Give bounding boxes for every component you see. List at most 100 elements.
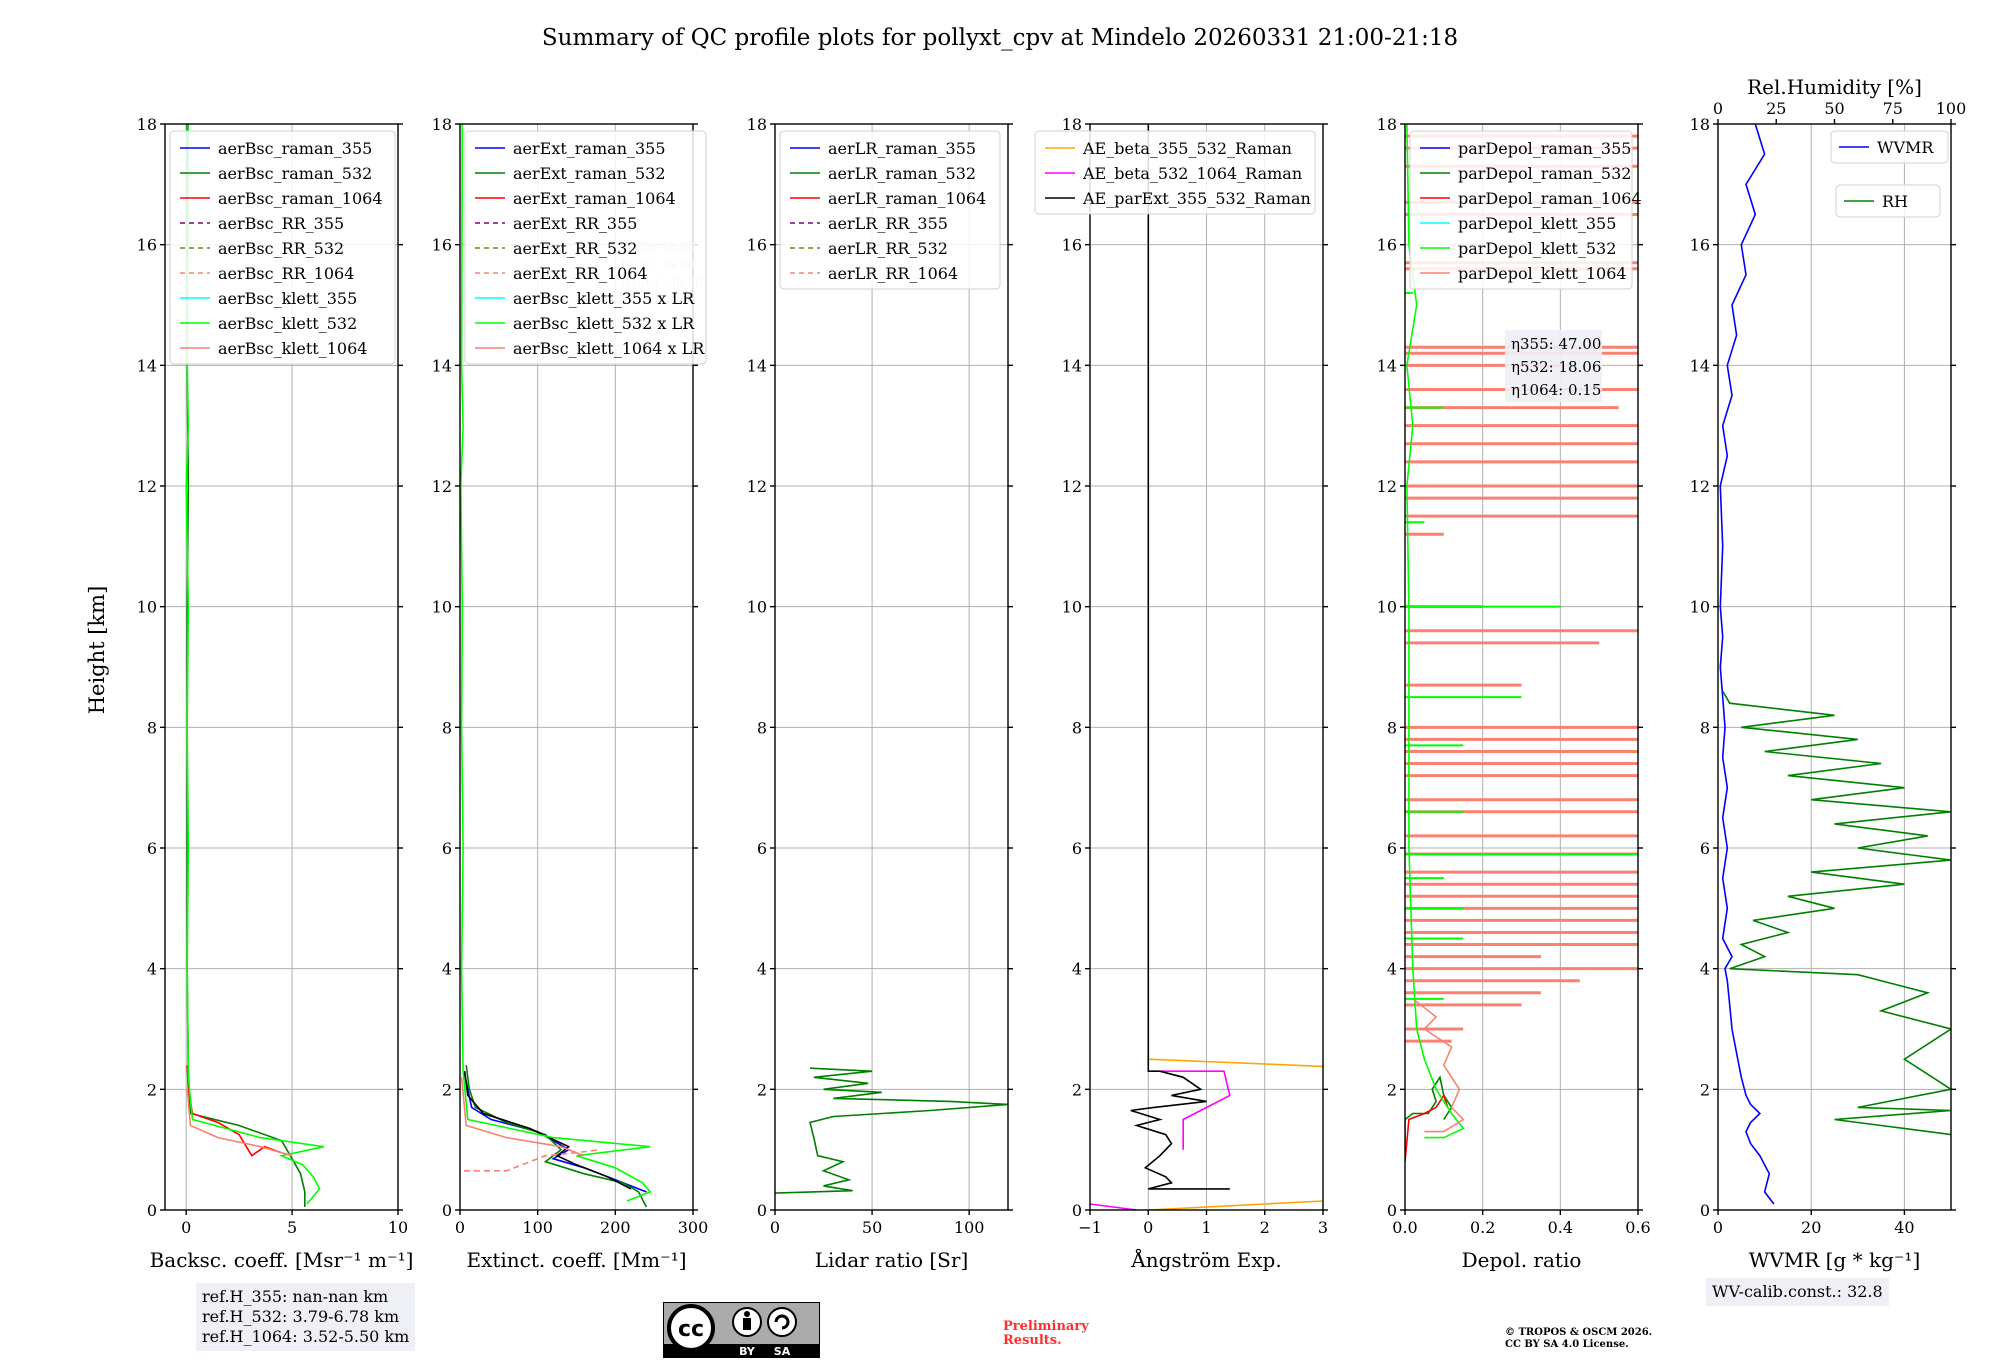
x-tick-label: 0.0 bbox=[1392, 1218, 1417, 1237]
legend-label: aerBsc_klett_532 x LR bbox=[513, 314, 695, 333]
series-aerlr-raman-532 bbox=[775, 1067, 1008, 1194]
legend-label: aerBsc_klett_355 bbox=[218, 289, 357, 308]
cc-label-sa: SA bbox=[774, 1345, 791, 1358]
y-tick-label: 10 bbox=[1690, 598, 1710, 617]
y-tick-label: 10 bbox=[1062, 598, 1082, 617]
axes-frame bbox=[1404, 123, 1639, 1211]
y-tick-label: 2 bbox=[757, 1080, 767, 1099]
x2-tick-label: 75 bbox=[1883, 99, 1903, 118]
cc-label-by: BY bbox=[739, 1345, 756, 1358]
y-tick-label: 12 bbox=[747, 477, 767, 496]
legend-label: aerBsc_raman_1064 bbox=[218, 189, 383, 208]
wv-calibration-box: WV-calib.const.: 32.8 bbox=[1706, 1278, 1889, 1306]
series-aerext-raman-1064 bbox=[463, 1071, 632, 1190]
legend-label: aerBsc_raman_532 bbox=[218, 164, 372, 183]
y-tick-label: 8 bbox=[1700, 718, 1710, 737]
legend-label: aerBsc_RR_355 bbox=[218, 214, 344, 233]
data-series-group bbox=[775, 1067, 1008, 1194]
series-pardepol-raman-1064 bbox=[1405, 1093, 1449, 1162]
axes-frame bbox=[774, 123, 1009, 1211]
y-tick-label: 10 bbox=[747, 598, 767, 617]
y-tick-label: 4 bbox=[147, 960, 157, 979]
legend-label: aerLR_RR_532 bbox=[828, 239, 948, 258]
eta-box bbox=[1505, 330, 1602, 402]
y-tick-label: 16 bbox=[1062, 236, 1082, 255]
legend-label: AE_beta_355_532_Raman bbox=[1082, 139, 1292, 158]
x-tick-label: −1 bbox=[1078, 1218, 1102, 1237]
data-series-group bbox=[1090, 124, 1323, 1210]
x-axis-label: Ångström Exp. bbox=[1130, 1247, 1281, 1272]
cc-by-sa-icon: cc BY SA bbox=[663, 1302, 820, 1358]
series-aerbsc-raman-1064 bbox=[186, 1065, 282, 1157]
panel-1: 0 2 4 6 8 10 12 14 16 18 0 5 10 Backsc. coeff. [Msr⁻¹… bbox=[137, 115, 414, 1272]
y-tick-label: 8 bbox=[147, 718, 157, 737]
legend-box bbox=[1409, 130, 1633, 290]
series-pardepol-klett-1064-low- bbox=[1412, 998, 1465, 1133]
legend-label: aerBsc_klett_532 bbox=[218, 314, 357, 333]
y-tick-label: 6 bbox=[147, 839, 157, 858]
x-tick-label: 0 bbox=[181, 1218, 191, 1237]
y-tick-label: 18 bbox=[1690, 115, 1710, 134]
y-tick-label: 18 bbox=[137, 115, 157, 134]
ref-height-532: ref.H_532: 3.79-6.78 km bbox=[202, 1307, 400, 1326]
y-tick-label: 16 bbox=[137, 236, 157, 255]
y-tick-label: 16 bbox=[1377, 236, 1397, 255]
y-tick-label: 10 bbox=[1377, 598, 1397, 617]
x-axis-label: Backsc. coeff. [Msr⁻¹ m⁻¹] bbox=[150, 1248, 414, 1272]
copyright-line-1: © TROPOS & OSCM 2026. bbox=[1505, 1327, 1653, 1338]
legend-label: parDepol_raman_532 bbox=[1458, 164, 1631, 183]
series-ae-beta-355-532-raman bbox=[1148, 1058, 1323, 1068]
legend-box bbox=[464, 130, 707, 365]
x-tick-label: 0 bbox=[1713, 1218, 1723, 1237]
svg-text:cc: cc bbox=[678, 1317, 704, 1342]
legend-label: aerExt_RR_355 bbox=[513, 214, 637, 233]
y-tick-label: 18 bbox=[747, 115, 767, 134]
y-tick-label: 10 bbox=[432, 598, 452, 617]
reference-height-box: ref.H_355: nan-nan km ref.H_532: 3.79-6.… bbox=[196, 1283, 416, 1351]
legend-label: aerLR_RR_355 bbox=[828, 214, 948, 233]
axes-frame bbox=[1717, 123, 1952, 1211]
copyright-note: © TROPOS & OSCM 2026. CC BY SA 4.0 Licen… bbox=[1505, 1327, 1652, 1351]
legend-label: aerBsc_klett_1064 x LR bbox=[513, 339, 705, 358]
y-tick-label: 8 bbox=[757, 718, 767, 737]
data-series-group bbox=[1719, 124, 1951, 1205]
y-tick-label: 2 bbox=[147, 1080, 157, 1099]
panel-5: 0 2 4 6 8 10 12 14 16 18 0.0 0.2 0.4 0.6 Depol. ratio p… bbox=[1377, 115, 1651, 1272]
legend-label: aerLR_raman_1064 bbox=[828, 189, 986, 208]
series-aerbsc-klett-532-x-lr bbox=[460, 124, 652, 1202]
legend-label: aerExt_raman_355 bbox=[513, 139, 666, 158]
y-tick-label: 16 bbox=[747, 236, 767, 255]
y-tick-label: 12 bbox=[1377, 477, 1397, 496]
x-axis-label: Lidar ratio [Sr] bbox=[815, 1248, 969, 1272]
y-tick-label: 18 bbox=[1377, 115, 1397, 134]
y-tick-label: 14 bbox=[137, 356, 157, 375]
legend-box bbox=[1830, 130, 1949, 164]
legend-label: aerLR_raman_355 bbox=[828, 139, 976, 158]
y-tick-label: 4 bbox=[442, 960, 452, 979]
axes-frame bbox=[164, 123, 399, 1211]
panel-3: 0 2 4 6 8 10 12 14 16 18 0 50 100 Lidar ratio [Sr] aer… bbox=[747, 115, 1013, 1272]
x-axis-label: Extinct. coeff. [Mm⁻¹] bbox=[466, 1248, 686, 1272]
y-tick-label: 0 bbox=[757, 1201, 767, 1220]
x2-axis-label: Rel.Humidity [%] bbox=[1747, 75, 1922, 99]
y-tick-label: 12 bbox=[137, 477, 157, 496]
eta-label: η355: 47.00 bbox=[1511, 335, 1601, 353]
legend-box bbox=[1034, 130, 1316, 215]
x2-tick-label: 50 bbox=[1824, 99, 1844, 118]
eta-label: η1064: 0.15 bbox=[1511, 381, 1601, 399]
series-ae-beta-532-1064-raman bbox=[1159, 1070, 1231, 1150]
x-tick-label: 2 bbox=[1260, 1218, 1270, 1237]
y-tick-label: 16 bbox=[1690, 236, 1710, 255]
x-tick-label: 100 bbox=[522, 1218, 553, 1237]
y-tick-label: 14 bbox=[1377, 356, 1397, 375]
legend-label: RH bbox=[1882, 192, 1908, 211]
y-tick-label: 6 bbox=[442, 839, 452, 858]
figure-title: Summary of QC profile plots for pollyxt_… bbox=[542, 25, 1458, 51]
y-tick-label: 10 bbox=[137, 598, 157, 617]
y-tick-label: 14 bbox=[1062, 356, 1082, 375]
series-ae-beta-355-532-raman-low- bbox=[1148, 1200, 1323, 1210]
y-tick-label: 2 bbox=[442, 1080, 452, 1099]
y-tick-label: 6 bbox=[1072, 839, 1082, 858]
axes-frame bbox=[459, 123, 694, 1211]
